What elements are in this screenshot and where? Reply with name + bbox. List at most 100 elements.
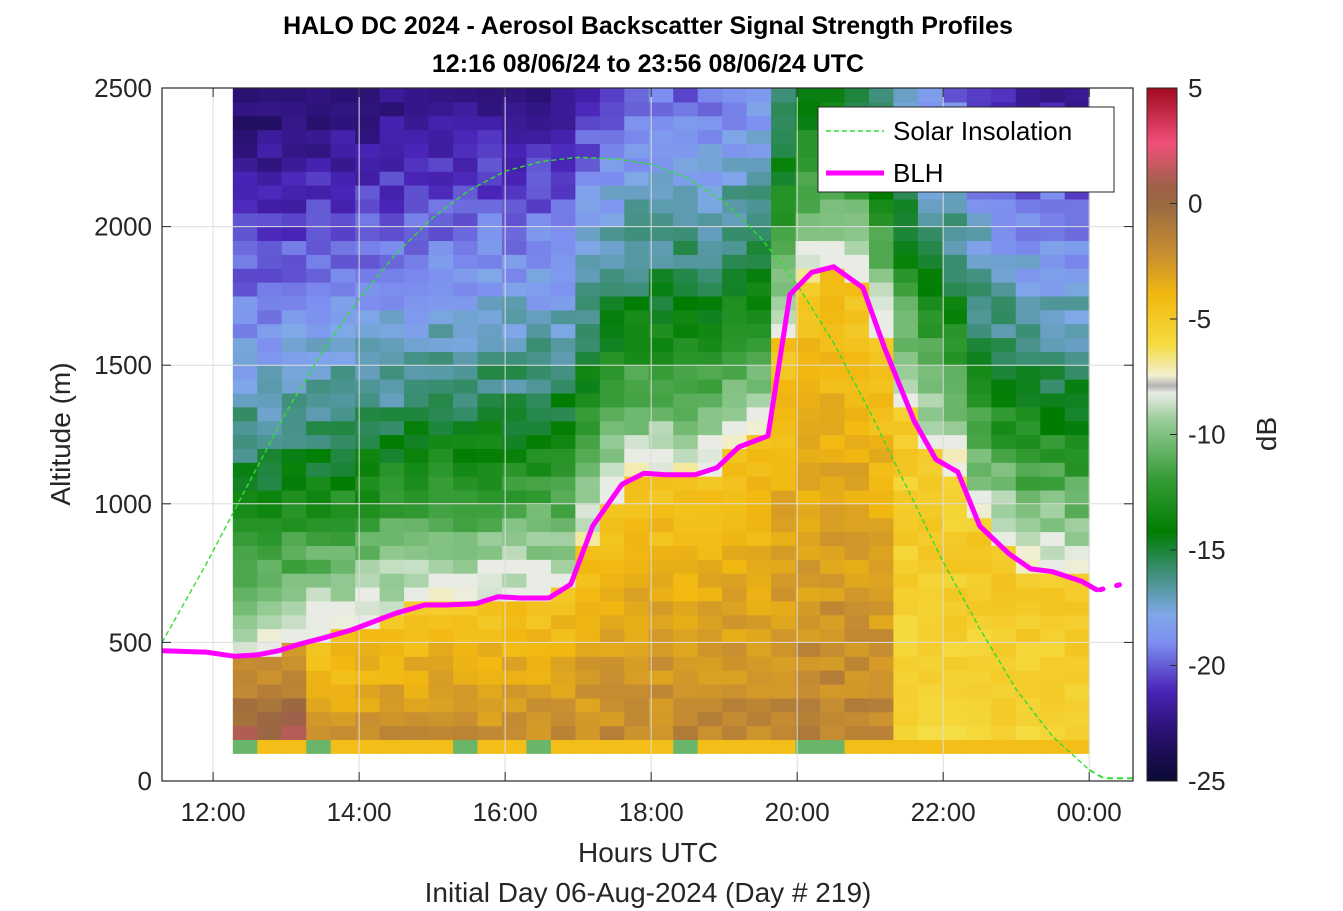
heatmap-cell bbox=[355, 545, 381, 560]
heatmap-cell bbox=[1015, 88, 1041, 103]
heatmap-cell bbox=[428, 337, 454, 352]
heatmap-cell bbox=[648, 517, 674, 533]
heatmap-cell bbox=[722, 323, 748, 339]
heatmap-cell bbox=[1064, 503, 1090, 519]
heatmap-cell bbox=[795, 323, 821, 339]
heatmap-cell bbox=[306, 448, 332, 463]
heatmap-cell bbox=[746, 212, 772, 228]
x-tick-label: 22:00 bbox=[911, 797, 976, 827]
heatmap-cell bbox=[820, 226, 846, 242]
solar-insolation-line-end bbox=[1088, 769, 1133, 780]
heatmap-cell bbox=[771, 489, 797, 505]
heatmap-cell bbox=[917, 531, 943, 546]
heatmap-cell bbox=[526, 642, 552, 657]
heatmap-cell bbox=[599, 600, 625, 616]
heatmap-cell bbox=[942, 295, 968, 311]
heatmap-cell bbox=[1015, 212, 1041, 228]
y-tick-label: 1500 bbox=[94, 350, 152, 380]
heatmap-cell bbox=[1064, 448, 1090, 463]
heatmap-cell bbox=[379, 392, 405, 408]
heatmap-cell bbox=[624, 725, 650, 741]
heatmap-cell bbox=[673, 670, 699, 685]
heatmap-cell bbox=[330, 157, 356, 172]
heatmap-cell bbox=[697, 268, 723, 283]
heatmap-cell bbox=[428, 420, 454, 436]
heatmap-cell bbox=[575, 448, 601, 463]
heatmap-cell bbox=[673, 240, 699, 255]
heatmap bbox=[232, 88, 1090, 754]
heatmap-cell bbox=[1040, 337, 1066, 352]
heatmap-cell bbox=[306, 503, 332, 519]
heatmap-cell bbox=[917, 697, 943, 713]
heatmap-cell bbox=[428, 670, 454, 685]
heatmap-cell bbox=[771, 559, 797, 574]
heatmap-cell bbox=[599, 545, 625, 560]
heatmap-cell bbox=[673, 739, 699, 754]
heatmap-cell bbox=[624, 614, 650, 630]
heatmap-cell bbox=[379, 240, 405, 255]
heatmap-cell bbox=[526, 711, 552, 727]
heatmap-cell bbox=[868, 379, 895, 394]
heatmap-cell bbox=[281, 448, 307, 463]
heatmap-cell bbox=[599, 406, 625, 422]
heatmap-cell bbox=[697, 212, 723, 228]
heatmap-cell bbox=[746, 600, 772, 616]
heatmap-cell bbox=[1015, 517, 1041, 533]
heatmap-cell bbox=[306, 392, 332, 408]
heatmap-cell bbox=[257, 683, 283, 699]
heatmap-cell bbox=[820, 323, 846, 339]
heatmap-cell bbox=[281, 545, 307, 560]
heatmap-cell bbox=[966, 309, 992, 325]
heatmap-cell bbox=[868, 240, 895, 255]
heatmap-cell bbox=[599, 434, 625, 449]
heatmap-cell bbox=[379, 268, 405, 283]
heatmap-cell bbox=[575, 157, 601, 172]
heatmap-cell bbox=[306, 573, 332, 588]
heatmap-cell bbox=[257, 157, 283, 172]
heatmap-cell bbox=[330, 420, 356, 436]
heatmap-cell bbox=[599, 157, 625, 172]
heatmap-cell bbox=[1015, 476, 1041, 491]
heatmap-cell bbox=[281, 476, 307, 491]
heatmap-cell bbox=[257, 711, 283, 727]
heatmap-cell bbox=[404, 295, 430, 311]
heatmap-cell bbox=[453, 212, 479, 228]
heatmap-cell bbox=[428, 656, 454, 671]
heatmap-cell bbox=[330, 101, 356, 117]
heatmap-cell bbox=[917, 489, 943, 505]
heatmap-cell bbox=[575, 628, 601, 643]
heatmap-cell bbox=[746, 282, 772, 297]
heatmap-cell bbox=[477, 503, 503, 519]
heatmap-cell bbox=[477, 614, 503, 630]
heatmap-cell bbox=[648, 337, 674, 352]
heatmap-cell bbox=[746, 656, 772, 671]
heatmap-cell bbox=[477, 268, 503, 283]
heatmap-cell bbox=[599, 365, 625, 380]
heatmap-cell bbox=[526, 683, 552, 699]
heatmap-cell bbox=[550, 379, 576, 394]
heatmap-cell bbox=[746, 185, 772, 200]
heatmap-cell bbox=[379, 254, 405, 269]
heatmap-cell bbox=[991, 503, 1017, 519]
heatmap-cell bbox=[404, 545, 430, 560]
heatmap-cell bbox=[771, 143, 797, 158]
heatmap-cell bbox=[232, 212, 258, 228]
heatmap-cell bbox=[306, 656, 332, 671]
heatmap-cell bbox=[379, 185, 405, 200]
heatmap-cell bbox=[771, 309, 797, 325]
heatmap-cell bbox=[722, 725, 748, 741]
heatmap-cell bbox=[404, 337, 430, 352]
heatmap-cell bbox=[917, 240, 943, 255]
heatmap-cell bbox=[428, 101, 454, 117]
heatmap-cell bbox=[1040, 656, 1066, 671]
heatmap-cell bbox=[624, 226, 650, 242]
heatmap-cell bbox=[575, 226, 601, 242]
heatmap-cell bbox=[379, 88, 405, 103]
heatmap-cell bbox=[1015, 670, 1041, 685]
heatmap-cell bbox=[232, 337, 258, 352]
heatmap-cell bbox=[844, 573, 870, 588]
heatmap-cell bbox=[673, 628, 699, 643]
heatmap-cell bbox=[599, 143, 625, 158]
heatmap-cell bbox=[697, 365, 723, 380]
heatmap-cell bbox=[991, 351, 1017, 366]
